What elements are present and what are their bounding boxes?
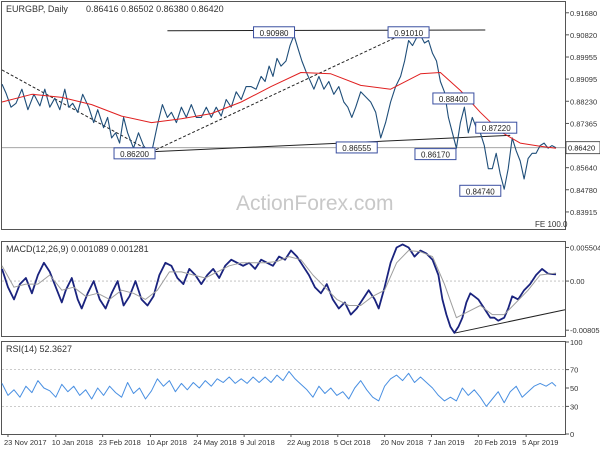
watermark: ActionForex.com (236, 192, 394, 215)
level-annotation-label: 0.91010 (394, 29, 423, 38)
y-tick-label: 0.88230 (570, 97, 597, 106)
level-annotation-label: 0.86170 (421, 151, 450, 160)
level-annotation-label: 0.84740 (466, 187, 495, 196)
y-tick-label: 0.91680 (570, 9, 597, 18)
ohlc-header: 0.86416 0.86502 0.86380 0.86420 (86, 4, 224, 14)
y-tick-label: 0.89095 (570, 75, 597, 84)
y-tick-label: 0.90820 (570, 31, 597, 40)
y-tick-label: 0.83915 (570, 208, 597, 217)
y-tick-label: 0.005504 (570, 243, 600, 252)
x-tick-label: 10 Jan 2018 (52, 438, 93, 447)
level-annotation-label: 0.86555 (342, 144, 371, 153)
level-annotation-label: 0.87220 (482, 124, 511, 133)
y-tick-label: 0 (570, 430, 574, 439)
x-tick-label: 5 Apr 2019 (522, 438, 558, 447)
x-tick-label: 24 May 2018 (193, 438, 236, 447)
x-tick-label: 7 Jan 2019 (427, 438, 464, 447)
y-tick-label: -0.00805 (570, 326, 600, 335)
x-tick-label: 10 Apr 2018 (146, 438, 186, 447)
x-tick-label: 5 Oct 2018 (334, 438, 371, 447)
y-tick-label: 0.89955 (570, 53, 597, 62)
x-tick-label: 22 Aug 2018 (287, 438, 329, 447)
y-tick-label: 30 (570, 402, 578, 411)
level-annotation-label: 0.88400 (439, 95, 468, 104)
x-tick-label: 20 Feb 2019 (474, 438, 516, 447)
x-tick-label: 23 Nov 2017 (4, 438, 47, 447)
y-tick-label: 0.85640 (570, 164, 597, 173)
footer-label: FE 100.0 (535, 220, 568, 229)
x-tick-label: 9 Jul 2018 (240, 438, 275, 447)
level-annotation-label: 0.90980 (260, 29, 289, 38)
x-tick-label: 20 Nov 2018 (381, 438, 424, 447)
x-tick-label: 23 Feb 2018 (99, 438, 141, 447)
y-tick-label: 0.87365 (570, 119, 597, 128)
y-tick-label: 70 (570, 366, 578, 375)
price-panel-title: EURGBP, Daily (6, 4, 68, 14)
y-tick-label: 100 (570, 338, 583, 347)
last-price-label: 0.86420 (568, 144, 595, 153)
rsi-panel-title: RSI(14) 52.3627 (6, 344, 72, 354)
y-tick-label: 0.00 (570, 277, 585, 286)
y-tick-label: 50 (570, 384, 578, 393)
level-annotation-label: 0.86200 (120, 150, 149, 159)
y-tick-label: 0.84780 (570, 186, 597, 195)
macd-panel-title: MACD(12,26,9) 0.001089 0.001281 (6, 244, 149, 254)
